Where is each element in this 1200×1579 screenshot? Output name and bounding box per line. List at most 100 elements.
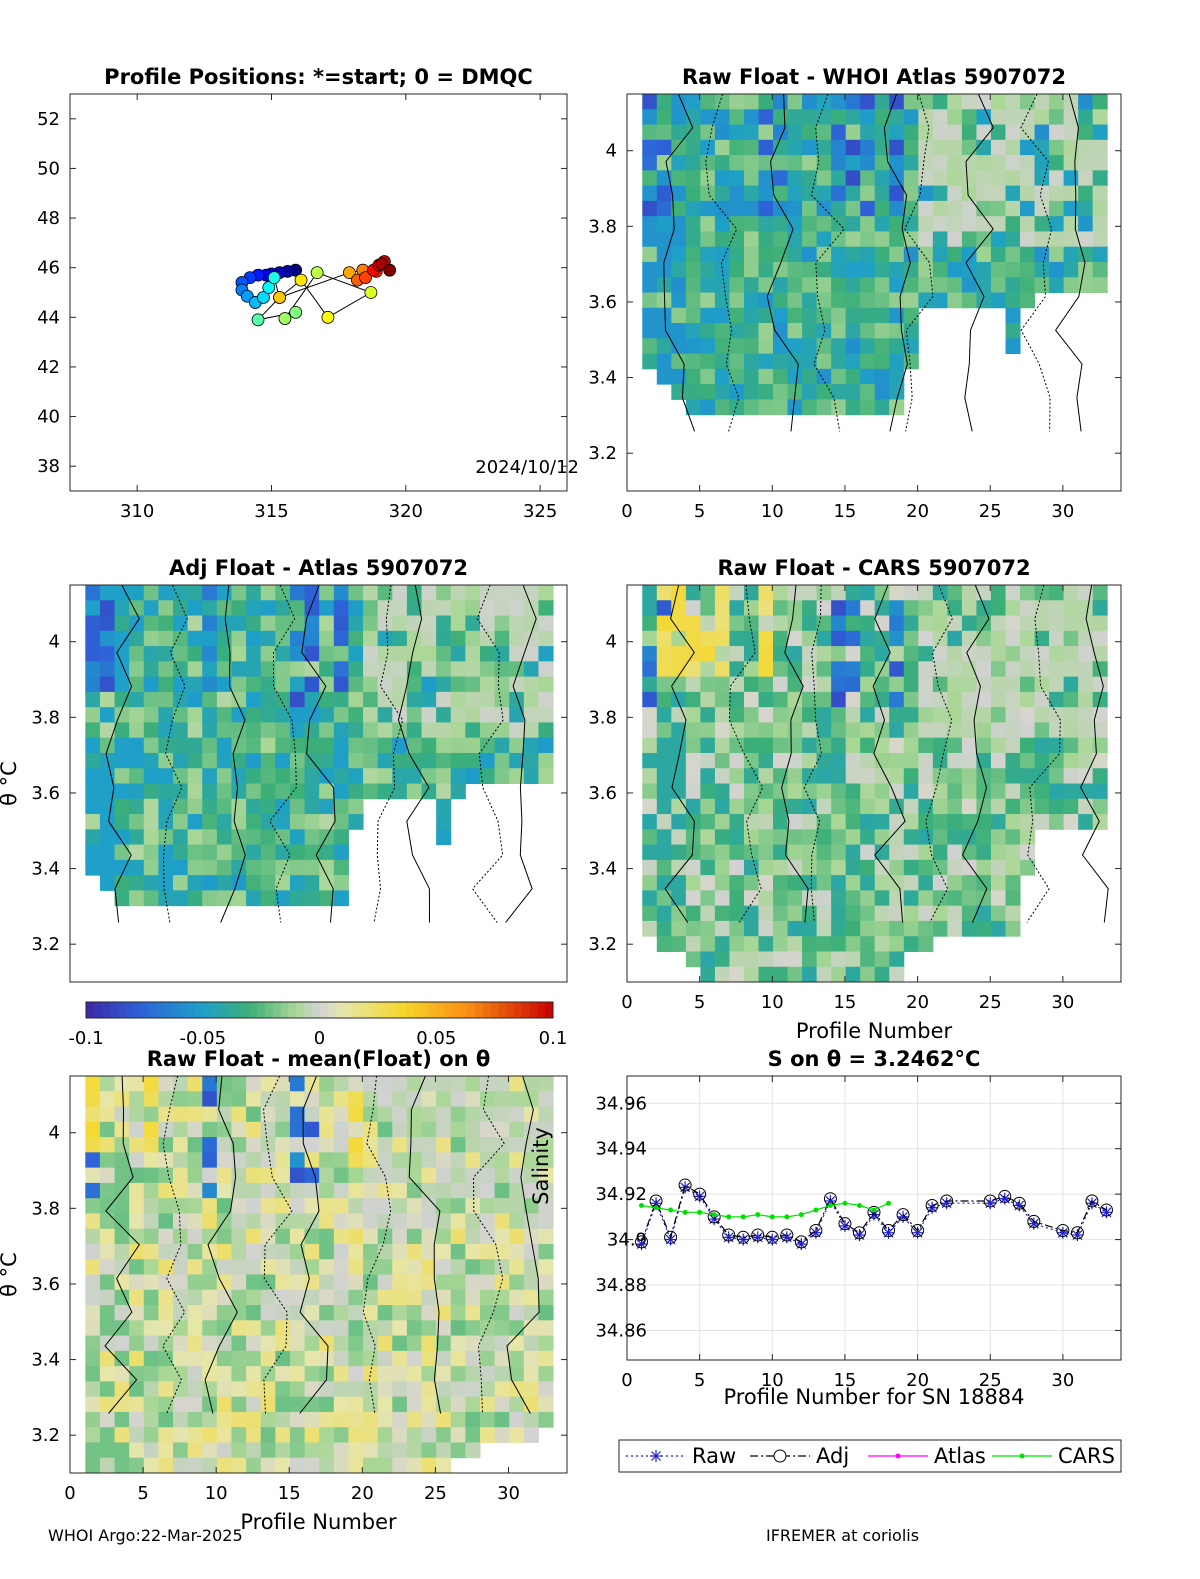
heatmap-cell [845, 966, 861, 983]
heatmap-cell [202, 875, 218, 891]
heatmap-cell [377, 1305, 393, 1321]
heatmap-cell [348, 1213, 364, 1230]
heatmap-cell [816, 875, 832, 891]
heatmap-cell [158, 1198, 174, 1214]
heatmap-cell [187, 814, 203, 830]
heatmap-cell [85, 1213, 101, 1230]
heatmap-cell [1020, 630, 1036, 647]
heatmap-cell [363, 783, 379, 800]
heatmap-cell [787, 814, 803, 830]
heatmap-cell [1063, 170, 1079, 187]
heatmap-cell [246, 1411, 262, 1428]
heatmap-cell [114, 1243, 130, 1260]
heatmap-cell [202, 814, 218, 830]
heatmap-cell [129, 1396, 145, 1413]
colorbar-segment [311, 1002, 320, 1018]
heatmap-cell [773, 109, 789, 126]
heatmap-cell [538, 600, 554, 617]
heatmap-cell [173, 1274, 189, 1291]
heatmap-cell [465, 1366, 481, 1382]
heatmap-cell [129, 1106, 145, 1123]
heatmap-cell [802, 707, 818, 723]
heatmap-cell [671, 155, 687, 171]
heatmap-cell [392, 615, 408, 632]
heatmap-cell [874, 798, 890, 815]
heatmap-cell [845, 752, 861, 769]
x-tick-label: 30 [1051, 501, 1074, 522]
heatmap-cell [1049, 216, 1065, 232]
y-tick-label: 3.6 [31, 1274, 60, 1295]
heatmap-cell [743, 646, 759, 662]
heatmap-cell [947, 752, 963, 769]
heatmap-cell [845, 646, 861, 662]
colorbar-segment [226, 1002, 235, 1018]
heatmap-cell [260, 1167, 276, 1184]
heatmap-cell [173, 1427, 189, 1443]
heatmap-cell [729, 585, 745, 601]
heatmap-cell [932, 155, 948, 171]
heatmap-cell [1092, 676, 1108, 693]
heatmap-cell [990, 829, 1006, 846]
heatmap-cell [246, 737, 262, 754]
heatmap-cell [523, 1289, 539, 1306]
heatmap-cell [304, 1457, 320, 1474]
heatmap-cell [436, 1274, 452, 1291]
heatmap-cell [275, 1396, 291, 1413]
colorbar-segment [327, 1002, 336, 1018]
heatmap-cell [1020, 124, 1036, 141]
heatmap-cell [961, 170, 977, 187]
heatmap-cell [1049, 783, 1065, 800]
heatmap-cell [319, 829, 335, 846]
heatmap-cell [671, 661, 687, 678]
heatmap-cell [903, 246, 919, 263]
heatmap-cell [990, 231, 1006, 248]
heatmap-cell [275, 737, 291, 754]
heatmap-cell [246, 1091, 262, 1108]
heatmap-cell [1063, 200, 1079, 217]
heatmap-cell [671, 844, 687, 861]
heatmap-cell [173, 615, 189, 632]
heatmap-cell [990, 691, 1006, 708]
data-point [813, 1207, 819, 1213]
heatmap-cell [845, 829, 861, 846]
heatmap-cell [773, 661, 789, 678]
heatmap-cell [1020, 246, 1036, 263]
heatmap-cell [363, 1350, 379, 1367]
heatmap-cell [406, 615, 423, 632]
x-tick-label: 310 [120, 501, 154, 522]
heatmap-cell [961, 185, 977, 202]
heatmap-cell [1063, 216, 1079, 232]
heatmap-cell [275, 1320, 291, 1337]
y-tick-label: 4 [606, 141, 617, 162]
heatmap-cell [1005, 600, 1021, 617]
heatmap-cell [129, 1289, 145, 1306]
heatmap-cell [85, 1305, 101, 1321]
heatmap-cell [406, 585, 423, 601]
heatmap-cell [903, 94, 919, 110]
heatmap-cell [99, 1320, 116, 1337]
heatmap-cell [729, 292, 745, 309]
heatmap-cell [143, 1167, 159, 1184]
heatmap-cell [421, 1320, 437, 1337]
heatmap-cell [787, 722, 803, 739]
heatmap-cell [523, 600, 539, 617]
heatmap-cell [406, 1106, 423, 1123]
heatmap-cell [743, 216, 759, 232]
heatmap-cell [216, 615, 232, 632]
heatmap-cell [758, 384, 774, 400]
heatmap-cell [99, 1213, 116, 1230]
heatmap-cell [114, 752, 130, 769]
heatmap-cell [260, 875, 276, 891]
heatmap-cell [348, 1427, 364, 1443]
heatmap-cell [787, 936, 803, 952]
heatmap-cell [758, 859, 774, 876]
heatmap-cell [85, 1198, 101, 1214]
heatmap-cell [802, 768, 818, 784]
heatmap-cell [1049, 261, 1065, 278]
heatmap-cell [260, 722, 276, 739]
heatmap-cell [363, 1137, 379, 1153]
heatmap-cell [260, 1213, 276, 1230]
heatmap-cell [114, 1350, 130, 1367]
x-tick-label: 5 [137, 1483, 148, 1504]
heatmap-cell [333, 1381, 349, 1398]
